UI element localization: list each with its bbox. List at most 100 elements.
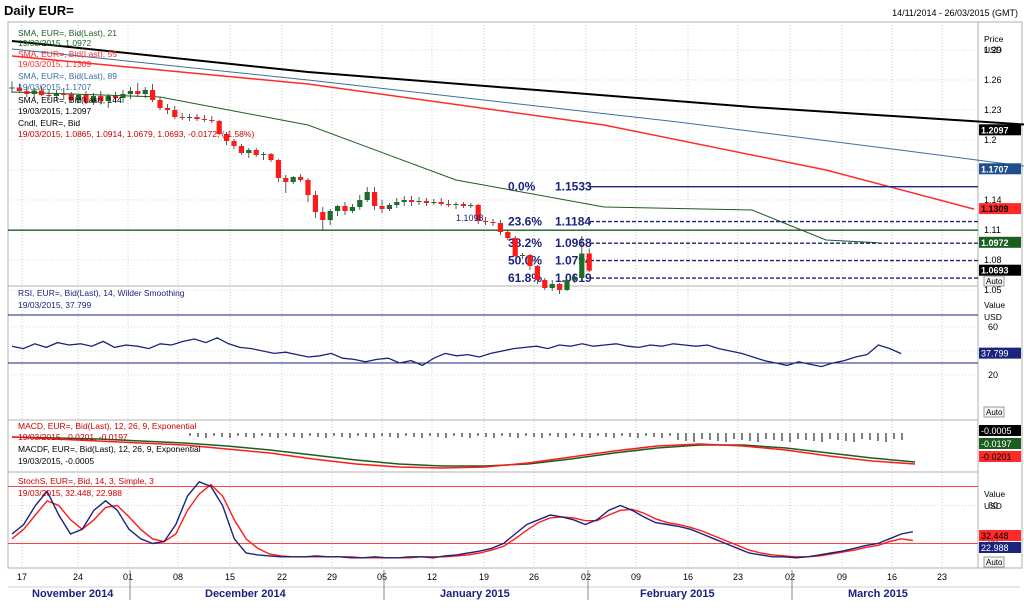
main-panel-frame [7, 21, 979, 287]
candle-body [246, 150, 252, 153]
candle-body [172, 110, 178, 117]
candle-body [105, 96, 111, 101]
fib-value-label: 1.1533 [555, 180, 592, 194]
price-tag [979, 264, 1021, 276]
candle-body [98, 96, 104, 101]
candle-body [39, 90, 45, 95]
x-tick-label: 16 [683, 572, 693, 582]
svg-text:Auto: Auto [986, 277, 1003, 286]
month-label: December 2014 [205, 588, 287, 600]
candle-body [298, 177, 304, 180]
candle-body [135, 91, 141, 94]
candle-body [53, 94, 59, 96]
candle-body [564, 280, 570, 290]
legend-sma144-value: 19/03/2015, 1.2097 [18, 106, 92, 116]
price-tag [979, 236, 1021, 248]
stoch-legend: StochS, EUR=, Bid, 14, 3, Simple, 3 19/0… [18, 476, 154, 498]
month-label: January 2015 [440, 588, 510, 600]
fib-pct-label: 0.0% [508, 180, 536, 194]
sma89-line [11, 48, 1024, 167]
month-label: February 2015 [640, 588, 715, 600]
candle-body [342, 206, 348, 211]
x-tick-label: 17 [17, 572, 27, 582]
price-tag-label: 1.1707 [981, 164, 1009, 174]
price-tag [979, 203, 1021, 215]
candle-body [261, 154, 267, 155]
legend-sma55-title: SMA, EUR=, Bid(Last), 55 [18, 49, 117, 59]
main-auto-button[interactable]: Auto [983, 275, 1005, 287]
macd-tag-label: -0.0201 [981, 452, 1012, 462]
candle-body [179, 117, 185, 118]
candle-body [164, 108, 170, 110]
candle-body [423, 201, 429, 203]
candle-body [416, 201, 422, 202]
macd-legend-value: 19/03/2015, -0.0201, -0.0197 [18, 432, 128, 442]
candle-body [520, 255, 526, 256]
legend-sma89-value: 19/03/2015, 1.1707 [18, 82, 92, 92]
axes: 17 24 01 08 15 22 29 05 12 19 26 02 09 16 23 02 09 16 23 No… [17, 45, 1021, 600]
legend-cndl-title: Cndl, EUR=, Bid [18, 118, 80, 128]
candle-body [209, 120, 215, 121]
candle-body [61, 94, 67, 95]
macd-tag [979, 438, 1021, 449]
candle-body [290, 177, 296, 182]
candle-body [446, 204, 452, 205]
candle-body [571, 278, 577, 280]
main-series [8, 40, 1024, 244]
macd-tag-label: -0.0197 [981, 439, 1012, 449]
candle-body [505, 232, 511, 238]
price-tick-label: 1.14 [984, 195, 1002, 205]
stoch-tag-label: 22.988 [981, 543, 1009, 553]
rsi-tag [979, 347, 1021, 359]
candle-body [90, 96, 96, 102]
x-tick-label: 19 [479, 572, 489, 582]
rsi-auto-button[interactable]: Auto [983, 406, 1005, 418]
candle-body [157, 100, 163, 108]
candle-body [490, 222, 496, 223]
main-legend: SMA, EUR=, Bid(Last), 21 19/03/2015, 1.0… [18, 28, 254, 139]
candle-body [335, 206, 341, 211]
legend-sma21-value: 19/03/2015, 1.0972 [18, 38, 92, 48]
candle-body [431, 202, 437, 203]
candle-body [483, 221, 489, 222]
candle-body [216, 121, 222, 134]
candle-body [549, 284, 555, 288]
x-tick-label: 12 [427, 572, 437, 582]
candle-body [475, 205, 481, 221]
x-tick-label: 26 [529, 572, 539, 582]
stoch-tag [979, 530, 1021, 541]
candle-body [231, 141, 237, 146]
macd-tag [979, 451, 1021, 462]
rsi-tick-label: 20 [988, 370, 998, 380]
candle-body [46, 95, 52, 96]
candle-body [24, 91, 30, 94]
price-tick-label: 1.05 [984, 285, 1002, 295]
rsi-line [11, 337, 902, 368]
x-tick-label: 09 [631, 572, 641, 582]
candle-body [238, 146, 244, 153]
candle-body [113, 96, 119, 98]
candle-body [534, 266, 540, 280]
right-axis-area [977, 21, 1023, 569]
price-tag [979, 163, 1021, 175]
candle-body [201, 119, 207, 120]
candle-body [224, 134, 230, 141]
candle-body [312, 195, 318, 212]
macd-tag [979, 425, 1021, 436]
x-tick-label: 02 [581, 572, 591, 582]
stoch-axis-title: Value [984, 489, 1005, 499]
candle-body [150, 90, 156, 100]
candle-body [386, 205, 392, 209]
candle-body [349, 207, 355, 211]
x-tick-label: 23 [733, 572, 743, 582]
macdf-legend-value: 19/03/2015, -0.0005 [18, 456, 94, 466]
candle-body [409, 200, 415, 202]
stoch-auto-button[interactable]: Auto [983, 556, 1005, 568]
rsi-tag-label: 37.799 [981, 349, 1009, 359]
sma144-line [11, 40, 1024, 126]
fib-pct-label: 23.6% [508, 215, 542, 229]
candle-body [9, 87, 15, 89]
